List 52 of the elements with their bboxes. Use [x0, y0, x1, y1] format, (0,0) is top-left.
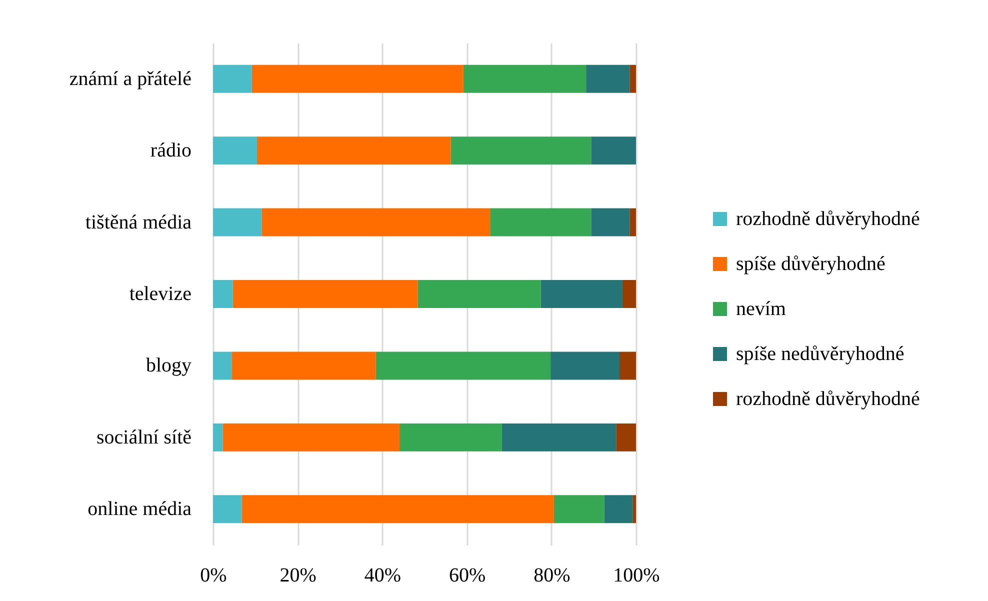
bar: [232, 352, 376, 380]
bar: [630, 64, 636, 93]
bar: [616, 423, 636, 452]
bar: [554, 495, 604, 524]
y-tick-label: známí a přátelé: [69, 68, 192, 90]
y-tick-label: televize: [129, 283, 192, 305]
legend-label: rozhodně důvěryhodné: [736, 388, 920, 410]
bar: [591, 136, 636, 165]
y-tick-label: sociální sítě: [96, 426, 192, 448]
bar: [591, 208, 630, 236]
bar: [213, 136, 257, 165]
bar: [550, 352, 620, 380]
x-tick-label: 0%: [200, 564, 227, 586]
bar: [213, 64, 252, 93]
bar: [622, 280, 636, 308]
bar: [418, 280, 541, 308]
bar: [632, 495, 636, 524]
x-tick-label: 100%: [613, 564, 660, 586]
legend-label: spíše důvěryhodné: [736, 253, 886, 275]
bar: [450, 136, 592, 165]
bar: [213, 423, 223, 452]
y-tick-label: tištěná média: [85, 211, 192, 234]
y-tick-label: rádio: [150, 140, 192, 162]
bar: [400, 423, 502, 452]
bar: [376, 352, 551, 380]
bar: [213, 280, 233, 308]
legend-label: nevím: [736, 298, 786, 320]
y-tick-label: online média: [88, 498, 192, 520]
legend-label: spíše nedůvěryhodné: [736, 343, 904, 365]
bar: [222, 423, 400, 452]
x-tick-label: 20%: [280, 564, 316, 586]
bar: [604, 495, 633, 524]
bar: [256, 136, 451, 165]
bar: [232, 280, 418, 308]
bar: [213, 352, 232, 380]
bar: [242, 495, 554, 524]
bar: [620, 352, 636, 380]
x-tick-label: 60%: [448, 564, 486, 586]
bar: [252, 64, 464, 93]
bar: [213, 495, 242, 524]
bar: [213, 208, 262, 236]
x-tick-label: 40%: [364, 564, 402, 586]
bar: [463, 64, 586, 93]
legend-label: rozhodně důvěryhodné: [736, 208, 920, 230]
bar: [540, 280, 622, 308]
bar: [586, 64, 630, 93]
bar: [630, 208, 636, 236]
x-tick-label: 80%: [534, 564, 570, 586]
bar: [502, 423, 616, 452]
bar: [262, 208, 490, 236]
y-tick-label: blogy: [146, 354, 192, 377]
bar: [490, 208, 592, 236]
